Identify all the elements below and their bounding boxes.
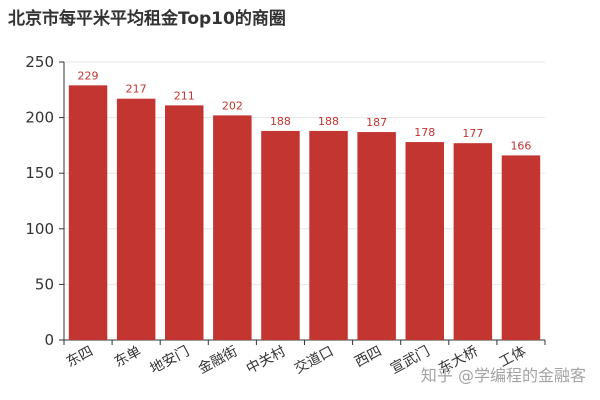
chart-title: 北京市每平米平均租金Top10的商圈 — [8, 9, 286, 29]
data-label: 202 — [222, 99, 243, 112]
data-label: 187 — [366, 116, 387, 129]
bar-9 — [453, 143, 493, 340]
data-label: 178 — [414, 126, 435, 139]
y-tick-label: 50 — [35, 275, 54, 293]
data-label: 229 — [78, 69, 99, 82]
x-tick-label: 交道口 — [291, 343, 336, 378]
y-tick-label: 150 — [25, 164, 54, 182]
bar-10 — [501, 155, 541, 340]
data-label: 217 — [126, 83, 147, 96]
y-tick-label: 0 — [44, 331, 54, 349]
y-tick-label: 100 — [25, 220, 54, 238]
x-tick-label: 东单 — [112, 343, 144, 370]
bar-8 — [405, 142, 444, 340]
y-tick-label: 250 — [25, 53, 54, 71]
bar-7 — [357, 132, 396, 340]
data-label: 211 — [174, 89, 195, 102]
bar-6 — [309, 130, 348, 340]
bar-4 — [213, 115, 252, 340]
data-label: 188 — [318, 115, 339, 128]
data-label: 177 — [462, 127, 483, 140]
x-tick-label: 西四 — [352, 343, 384, 370]
x-tick-label: 中关村 — [244, 343, 289, 377]
bar-3 — [165, 105, 204, 340]
bar-2 — [116, 98, 156, 340]
x-tick-label: 金融街 — [196, 343, 241, 377]
data-label: 166 — [510, 139, 531, 152]
bar-1 — [68, 85, 108, 341]
y-tick-label: 200 — [25, 109, 54, 127]
x-tick-label: 东四 — [64, 343, 96, 370]
watermark-text: 知乎 @学编程的金融客 — [420, 366, 586, 385]
x-tick-label: 地安门 — [148, 343, 193, 377]
data-label: 188 — [270, 115, 291, 128]
bar-5 — [261, 130, 300, 340]
